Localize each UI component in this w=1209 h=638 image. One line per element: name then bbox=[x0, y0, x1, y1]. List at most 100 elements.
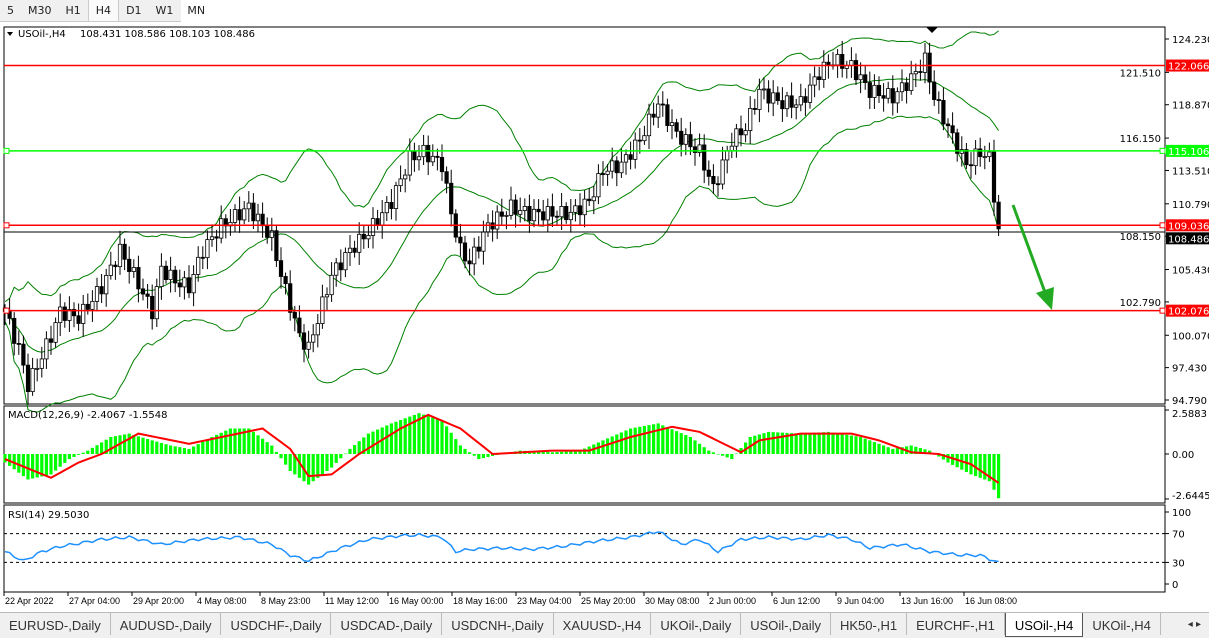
timeframe-w1[interactable]: W1 bbox=[155, 4, 174, 17]
bear-candle-body bbox=[527, 206, 532, 222]
chart-ohlc: 108.431 108.586 108.103 108.486 bbox=[80, 29, 255, 40]
candle bbox=[274, 224, 279, 267]
bull-candle-body bbox=[508, 199, 514, 216]
macd-histogram-bar bbox=[937, 454, 941, 457]
chart-tab[interactable]: UKOil-,Daily bbox=[651, 613, 742, 635]
candle bbox=[518, 197, 523, 223]
macd-histogram-bar bbox=[872, 442, 876, 454]
candle bbox=[968, 152, 974, 179]
bear-candle-body bbox=[251, 202, 256, 222]
rsi-tick-label: 70 bbox=[1172, 530, 1185, 541]
candle bbox=[122, 238, 127, 271]
candle bbox=[191, 265, 196, 307]
candle bbox=[646, 103, 652, 149]
candle bbox=[642, 125, 647, 145]
bear-candle-body bbox=[292, 311, 297, 319]
candle bbox=[780, 87, 785, 122]
macd-histogram-bar bbox=[845, 434, 849, 454]
bull-candle-body bbox=[311, 334, 316, 343]
trend-arrow-head bbox=[1036, 287, 1054, 310]
timeframe-h4[interactable]: H4 bbox=[87, 0, 120, 21]
candle bbox=[895, 87, 900, 113]
timeframe-m30[interactable]: M30 bbox=[28, 4, 52, 17]
timeframe-5[interactable]: 5 bbox=[7, 4, 14, 17]
bear-candle-body bbox=[71, 309, 77, 317]
candle bbox=[255, 203, 261, 232]
macd-histogram-bar bbox=[997, 454, 1001, 499]
bull-candle-body bbox=[472, 246, 477, 265]
bear-candle-body bbox=[803, 96, 808, 103]
candle bbox=[186, 265, 192, 299]
candle bbox=[25, 353, 31, 405]
chart-tab[interactable]: USOil-,Daily bbox=[741, 613, 831, 635]
macd-histogram-bar bbox=[794, 433, 798, 454]
timeframe-h1[interactable]: H1 bbox=[65, 4, 81, 17]
rsi-panel bbox=[3, 504, 1166, 593]
candle bbox=[830, 51, 836, 70]
macd-histogram-bar bbox=[90, 447, 94, 454]
candle bbox=[99, 273, 104, 304]
chart-tab[interactable]: UKOil-,H4 bbox=[1083, 613, 1161, 635]
bull-candle-body bbox=[725, 150, 730, 161]
chart-tab[interactable]: AUDUSD-,Daily bbox=[111, 613, 222, 635]
bear-candle-body bbox=[16, 343, 21, 345]
candle bbox=[886, 81, 891, 104]
bull-candle-body bbox=[196, 256, 201, 275]
macd-histogram-bar bbox=[26, 454, 30, 480]
candle bbox=[978, 137, 983, 167]
candle bbox=[7, 298, 12, 325]
chart-tab[interactable]: XAUUSD-,H4 bbox=[554, 613, 652, 635]
chart-tab[interactable]: USDCNH-,Daily bbox=[442, 613, 554, 635]
timeframe-d1[interactable]: D1 bbox=[126, 4, 142, 17]
bull-candle-body bbox=[108, 264, 113, 276]
timeframe-mn[interactable]: MN bbox=[187, 4, 206, 17]
macd-histogram-bar bbox=[100, 442, 104, 454]
chart-area[interactable]: 124.230 121.510 118.870 116.150 113.510 110.7… bbox=[0, 22, 1209, 612]
bear-candle-body bbox=[918, 71, 923, 73]
macd-histogram-bar bbox=[730, 454, 734, 460]
chart-tab[interactable]: HK50-,H1 bbox=[831, 613, 908, 635]
bull-candle-body bbox=[343, 252, 348, 271]
macd-histogram-bar bbox=[67, 454, 71, 460]
macd-histogram-bar bbox=[900, 447, 904, 454]
bull-candle-body bbox=[35, 367, 40, 370]
bull-candle-body bbox=[90, 300, 95, 310]
bear-candle-body bbox=[628, 154, 633, 160]
chart-tab[interactable]: USDCAD-,Daily bbox=[331, 613, 443, 635]
chart-tab[interactable]: EURUSD-,Daily bbox=[0, 613, 111, 635]
candle bbox=[660, 91, 665, 117]
bull-candle-body bbox=[39, 358, 44, 369]
bull-candle-body bbox=[219, 218, 224, 239]
chart-tab[interactable]: EURCHF-,H1 bbox=[907, 613, 1005, 635]
bear-candle-body bbox=[338, 262, 343, 271]
macd-histogram-bar bbox=[279, 454, 283, 459]
bear-candle-body bbox=[550, 206, 555, 217]
chart-tab[interactable]: USDCHF-,Daily bbox=[221, 613, 332, 635]
macd-histogram-bar bbox=[169, 445, 173, 454]
macd-histogram-bar bbox=[477, 454, 481, 460]
bear-candle-body bbox=[955, 132, 960, 154]
bull-candle-body bbox=[205, 239, 210, 259]
candle bbox=[927, 42, 932, 95]
macd-histogram-bar bbox=[813, 432, 817, 454]
bear-candle-body bbox=[766, 88, 771, 104]
rsi-tick-label: 100 bbox=[1172, 508, 1191, 519]
bull-candle-body bbox=[922, 52, 928, 73]
bear-candle-body bbox=[426, 144, 431, 163]
bull-candle-body bbox=[416, 156, 422, 161]
bear-candle-body bbox=[476, 246, 481, 252]
candle bbox=[444, 166, 449, 194]
chart-tab[interactable]: USOil-,H4 bbox=[1004, 613, 1084, 637]
y-tick-label: 108.150 bbox=[1120, 232, 1161, 243]
candle bbox=[200, 246, 205, 270]
time-axis-label: 30 May 08:00 bbox=[645, 596, 700, 606]
bear-candle-body bbox=[715, 183, 721, 186]
time-axis-label: 9 Jun 04:00 bbox=[837, 596, 884, 606]
bear-candle-body bbox=[62, 306, 67, 321]
candle bbox=[39, 346, 44, 378]
tab-scroll-arrows[interactable]: ◂ ▸ bbox=[1187, 619, 1201, 630]
y-tick-label: 121.510 bbox=[1120, 68, 1161, 79]
bull-candle-body bbox=[67, 309, 72, 321]
macd-histogram-bar bbox=[734, 453, 738, 455]
candle bbox=[849, 47, 854, 78]
